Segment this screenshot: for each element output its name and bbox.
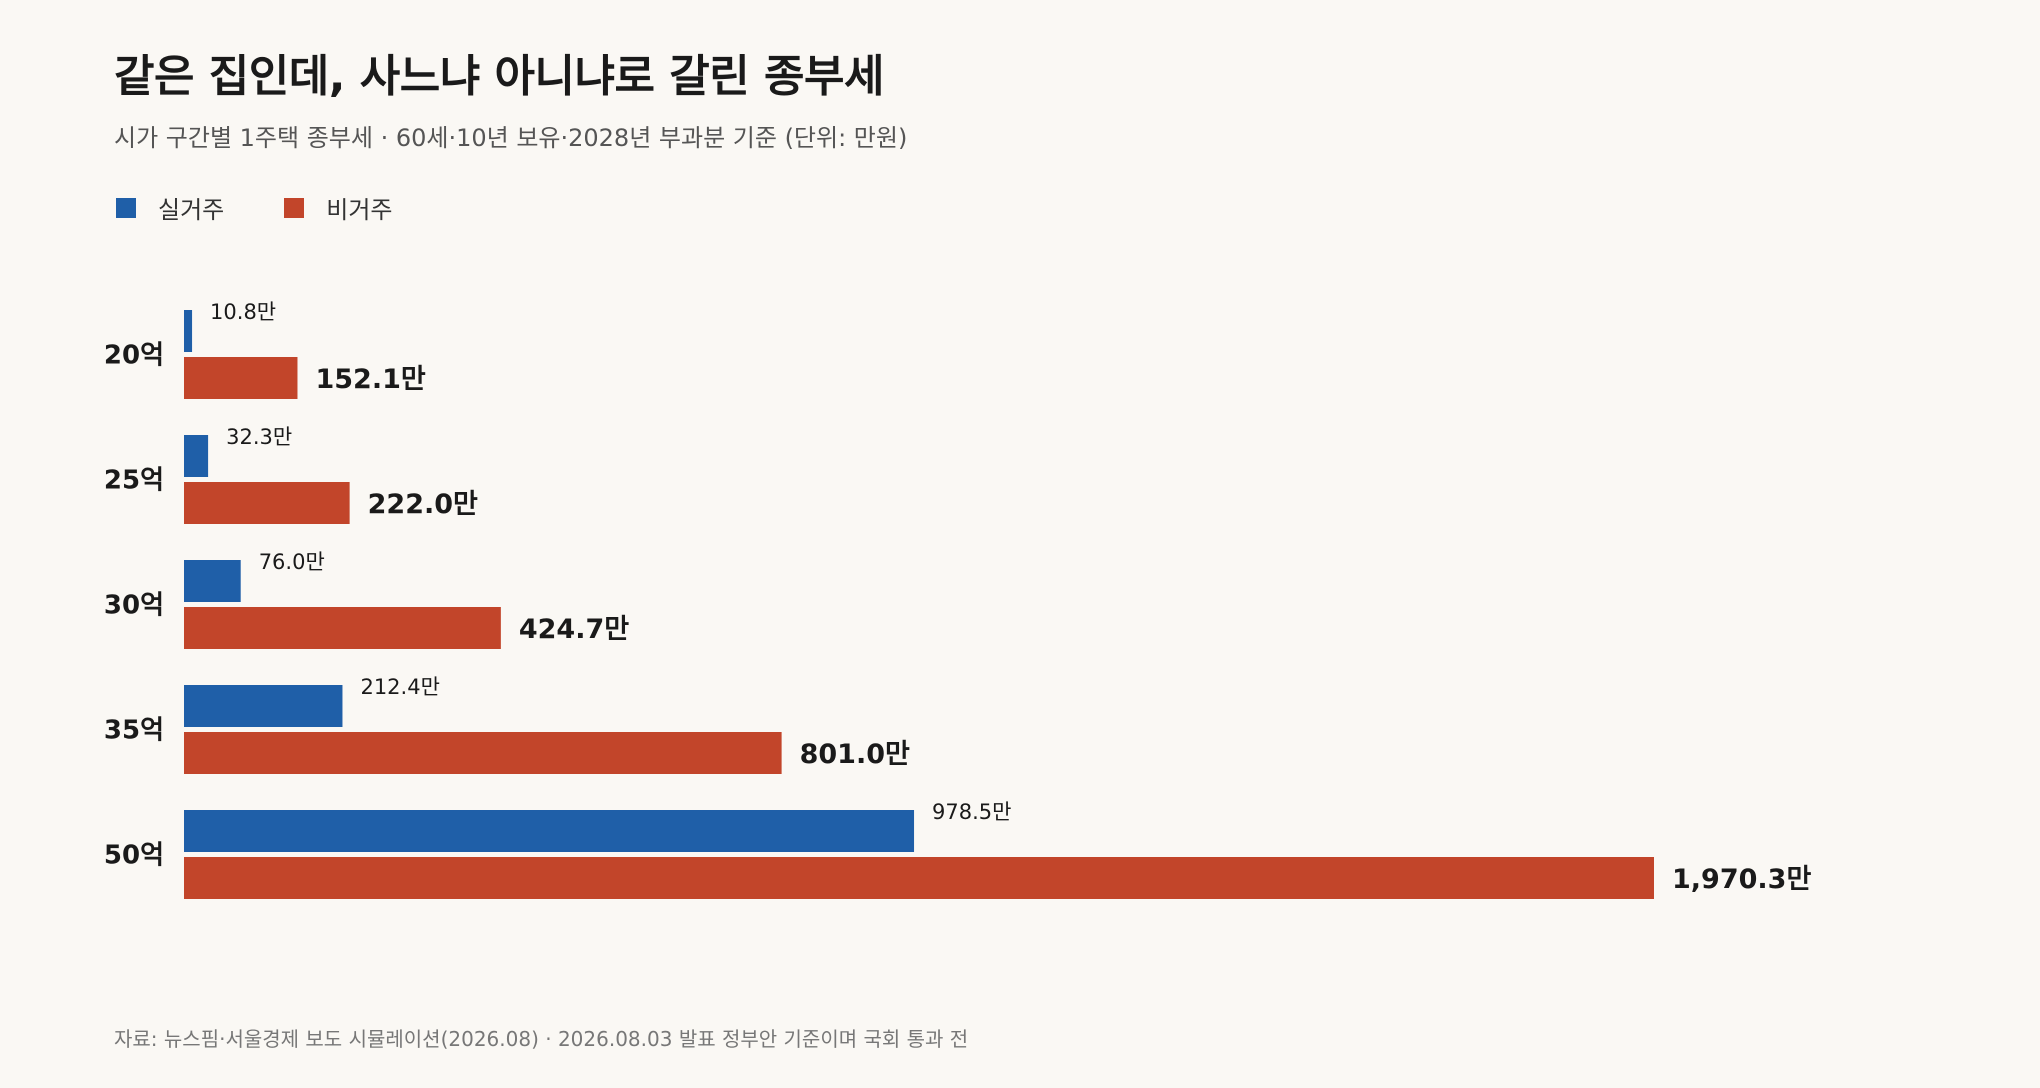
- chart-title: 같은 집인데, 사느냐 아니냐로 갈린 종부세: [114, 51, 884, 102]
- legend-item-nonresident: 비거주: [284, 190, 393, 225]
- category-label: 20억: [104, 341, 164, 371]
- category-label: 30억: [104, 591, 164, 621]
- data-label-nonresident: 222.0만: [368, 489, 478, 520]
- data-label-resident: 212.4만: [360, 675, 439, 699]
- legend-item-resident: 실거주: [116, 190, 224, 225]
- bar-resident: [184, 685, 343, 727]
- legend-label-nonresident: 비거주: [326, 196, 393, 224]
- chart-subtitle: 시가 구간별 1주택 종부세 · 60세·10년 보유·2028년 부과분 기준…: [114, 124, 908, 152]
- bar-resident: [184, 560, 241, 602]
- category-label: 35억: [104, 716, 164, 746]
- data-label-resident: 76.0만: [259, 550, 325, 574]
- bar-chart: 20억 10.8만 152.1만 25억 32.3만 222.0만 30억 76.0만 424.…: [104, 300, 1811, 899]
- bar-nonresident: [184, 732, 782, 774]
- legend-swatch-nonresident: [284, 197, 305, 218]
- data-label-nonresident: 152.1만: [315, 364, 425, 395]
- data-label-resident: 10.8만: [210, 300, 276, 324]
- source-note: 자료: 뉴스핌·서울경제 보도 시뮬레이션(2026.08) · 2026.08…: [114, 1027, 969, 1051]
- data-label-resident: 978.5만: [932, 800, 1011, 824]
- bar-nonresident: [184, 357, 298, 399]
- legend-swatch-resident: [116, 197, 136, 218]
- category-label: 25억: [104, 466, 164, 496]
- chart-legend: 실거주 비거주: [116, 190, 393, 225]
- bar-resident: [184, 310, 193, 352]
- bar-nonresident: [184, 857, 1654, 899]
- data-label-nonresident: 424.7만: [519, 614, 629, 645]
- legend-label-resident: 실거주: [158, 196, 225, 224]
- data-label-resident: 32.3만: [226, 425, 292, 449]
- bar-nonresident: [184, 482, 350, 524]
- bar-resident: [184, 435, 209, 477]
- bar-nonresident: [184, 607, 501, 649]
- bar-resident: [184, 810, 915, 852]
- category-label: 50억: [104, 841, 164, 871]
- data-label-nonresident: 801.0만: [800, 739, 910, 770]
- data-label-nonresident: 1,970.3만: [1672, 864, 1811, 895]
